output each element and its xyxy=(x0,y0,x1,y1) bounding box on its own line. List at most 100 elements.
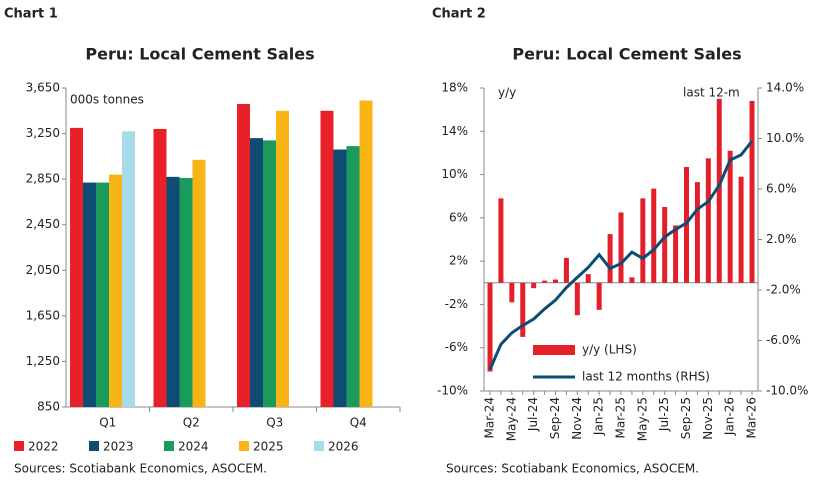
bar xyxy=(498,198,504,283)
bar xyxy=(738,176,744,283)
x-tick-label: May-25 xyxy=(635,397,649,441)
panel-label: Chart 2 xyxy=(432,7,486,22)
bar xyxy=(237,103,250,407)
y2-tick-label: 14.0% xyxy=(766,81,804,95)
y-tick-label: 6% xyxy=(449,210,468,224)
x-tick-label: Q3 xyxy=(266,416,283,430)
y-tick-label: 1,650 xyxy=(26,308,60,322)
bar xyxy=(585,274,591,283)
y-tick-label: 10% xyxy=(441,167,468,181)
bar xyxy=(250,138,263,407)
bar xyxy=(618,212,624,283)
bar xyxy=(662,207,668,283)
x-tick-label: Mar-25 xyxy=(614,397,628,438)
bar xyxy=(684,166,689,283)
bar xyxy=(520,282,526,337)
y-tick-label: 18% xyxy=(441,81,468,95)
y2-tick-label: 6.0% xyxy=(766,182,797,196)
x-tick-label: Mar-26 xyxy=(745,397,759,438)
legend-swatch xyxy=(14,441,24,451)
y-tick-label: 14% xyxy=(441,124,468,138)
legend-label: 2024 xyxy=(178,440,209,454)
x-tick-label: Sep-24 xyxy=(548,397,562,439)
bar xyxy=(153,129,167,407)
y2-axis-label: last 12-m xyxy=(683,86,740,100)
bar xyxy=(96,182,109,407)
bar xyxy=(694,182,700,283)
bar xyxy=(263,140,276,407)
bar xyxy=(705,158,711,283)
y-tick-label: 3,650 xyxy=(26,81,60,95)
x-tick-label: Jul-24 xyxy=(526,397,540,432)
bar xyxy=(542,280,548,283)
y2-tick-label: -6.0% xyxy=(766,333,801,347)
x-tick-label: Jan-25 xyxy=(592,397,606,436)
y-tick-label: 2% xyxy=(449,254,468,268)
bar xyxy=(651,188,657,283)
y-tick-label: 2,050 xyxy=(26,263,60,277)
legend-label: 2022 xyxy=(28,440,59,454)
bar xyxy=(574,282,580,316)
bar xyxy=(192,159,206,407)
y-tick-label: 2,450 xyxy=(26,217,60,231)
bar xyxy=(673,225,679,283)
bar xyxy=(179,178,193,407)
bar xyxy=(122,131,135,408)
bar xyxy=(359,100,373,408)
bar xyxy=(276,110,289,408)
x-tick-label: Nov-25 xyxy=(701,397,715,440)
legend-label: last 12 months (RHS) xyxy=(582,370,710,384)
y2-tick-label: 10.0% xyxy=(766,131,804,145)
x-tick-label: Jul-25 xyxy=(657,397,671,432)
y-tick-label: -6% xyxy=(445,340,468,354)
bar xyxy=(727,150,733,283)
x-tick-label: Q1 xyxy=(99,416,116,430)
x-tick-label: May-24 xyxy=(504,397,518,441)
legend-label: y/y (LHS) xyxy=(582,343,637,357)
legend-swatch xyxy=(89,441,99,451)
bar xyxy=(509,282,515,303)
bar xyxy=(166,176,180,407)
x-tick-label: Jan-26 xyxy=(723,397,737,436)
bar xyxy=(596,282,602,310)
y-tick-label: -10% xyxy=(437,384,468,398)
panel-label: Chart 1 xyxy=(4,7,58,22)
y-axis-label: y/y xyxy=(498,86,516,100)
y-tick-label: 3,250 xyxy=(26,126,60,140)
line xyxy=(488,140,754,371)
x-tick-label: Sep-25 xyxy=(679,397,693,439)
y2-tick-label: -2.0% xyxy=(766,283,801,297)
legend-swatch xyxy=(239,441,249,451)
bar xyxy=(109,174,122,407)
y-tick-label: 2,850 xyxy=(26,172,60,186)
chart-title: Peru: Local Cement Sales xyxy=(512,45,741,64)
unit-label: 000s tonnes xyxy=(70,93,144,107)
bar xyxy=(70,127,83,407)
x-tick-label: Q4 xyxy=(350,416,367,430)
bar xyxy=(346,146,360,407)
bar xyxy=(716,98,722,283)
x-tick-label: Nov-24 xyxy=(570,397,584,440)
bar xyxy=(553,279,558,283)
bar xyxy=(640,198,646,283)
x-tick-label: Mar-24 xyxy=(483,397,497,438)
x-tick-label: Q2 xyxy=(183,416,200,430)
bar xyxy=(629,277,635,283)
legend-label: 2025 xyxy=(253,440,284,454)
y2-tick-label: 2.0% xyxy=(766,232,797,246)
bar xyxy=(531,282,537,289)
bar xyxy=(320,110,334,408)
y-tick-label: 1,250 xyxy=(26,354,60,368)
legend-swatch xyxy=(164,441,174,451)
legend-swatch xyxy=(533,345,575,355)
legend-label: 2023 xyxy=(103,440,134,454)
source: Sources: Scotiabank Economics, ASOCEM. xyxy=(446,462,699,476)
chart-title: Peru: Local Cement Sales xyxy=(85,45,314,64)
source: Sources: Scotiabank Economics, ASOCEM. xyxy=(14,462,267,476)
bar xyxy=(749,100,755,283)
bar xyxy=(333,149,347,407)
bar xyxy=(607,234,613,283)
legend-swatch xyxy=(314,441,324,451)
bar xyxy=(563,257,569,283)
